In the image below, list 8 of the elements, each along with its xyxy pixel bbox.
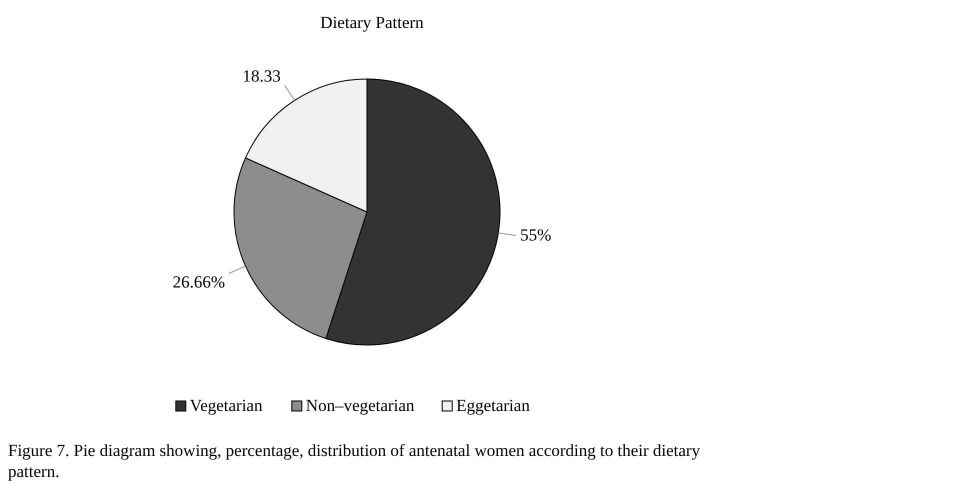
data-label: 26.66%: [172, 272, 226, 292]
data-label: 55%: [520, 226, 552, 245]
chart-title: Dietary Pattern: [320, 13, 424, 32]
legend-label: Vegetarian: [190, 396, 263, 415]
data-label: 18.33: [242, 66, 281, 86]
legend-label: Non–vegetarian: [306, 396, 415, 415]
caption: Figure 7. Pie diagram showing, percentage, distribution of antenatal women according to their dietary pattern.: [8, 441, 701, 481]
legend-label: Eggetarian: [456, 396, 530, 415]
